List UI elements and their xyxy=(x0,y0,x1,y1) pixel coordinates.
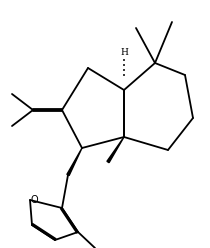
Polygon shape xyxy=(107,137,124,163)
Text: H: H xyxy=(120,48,128,58)
Text: O: O xyxy=(31,195,38,205)
Polygon shape xyxy=(67,148,82,176)
